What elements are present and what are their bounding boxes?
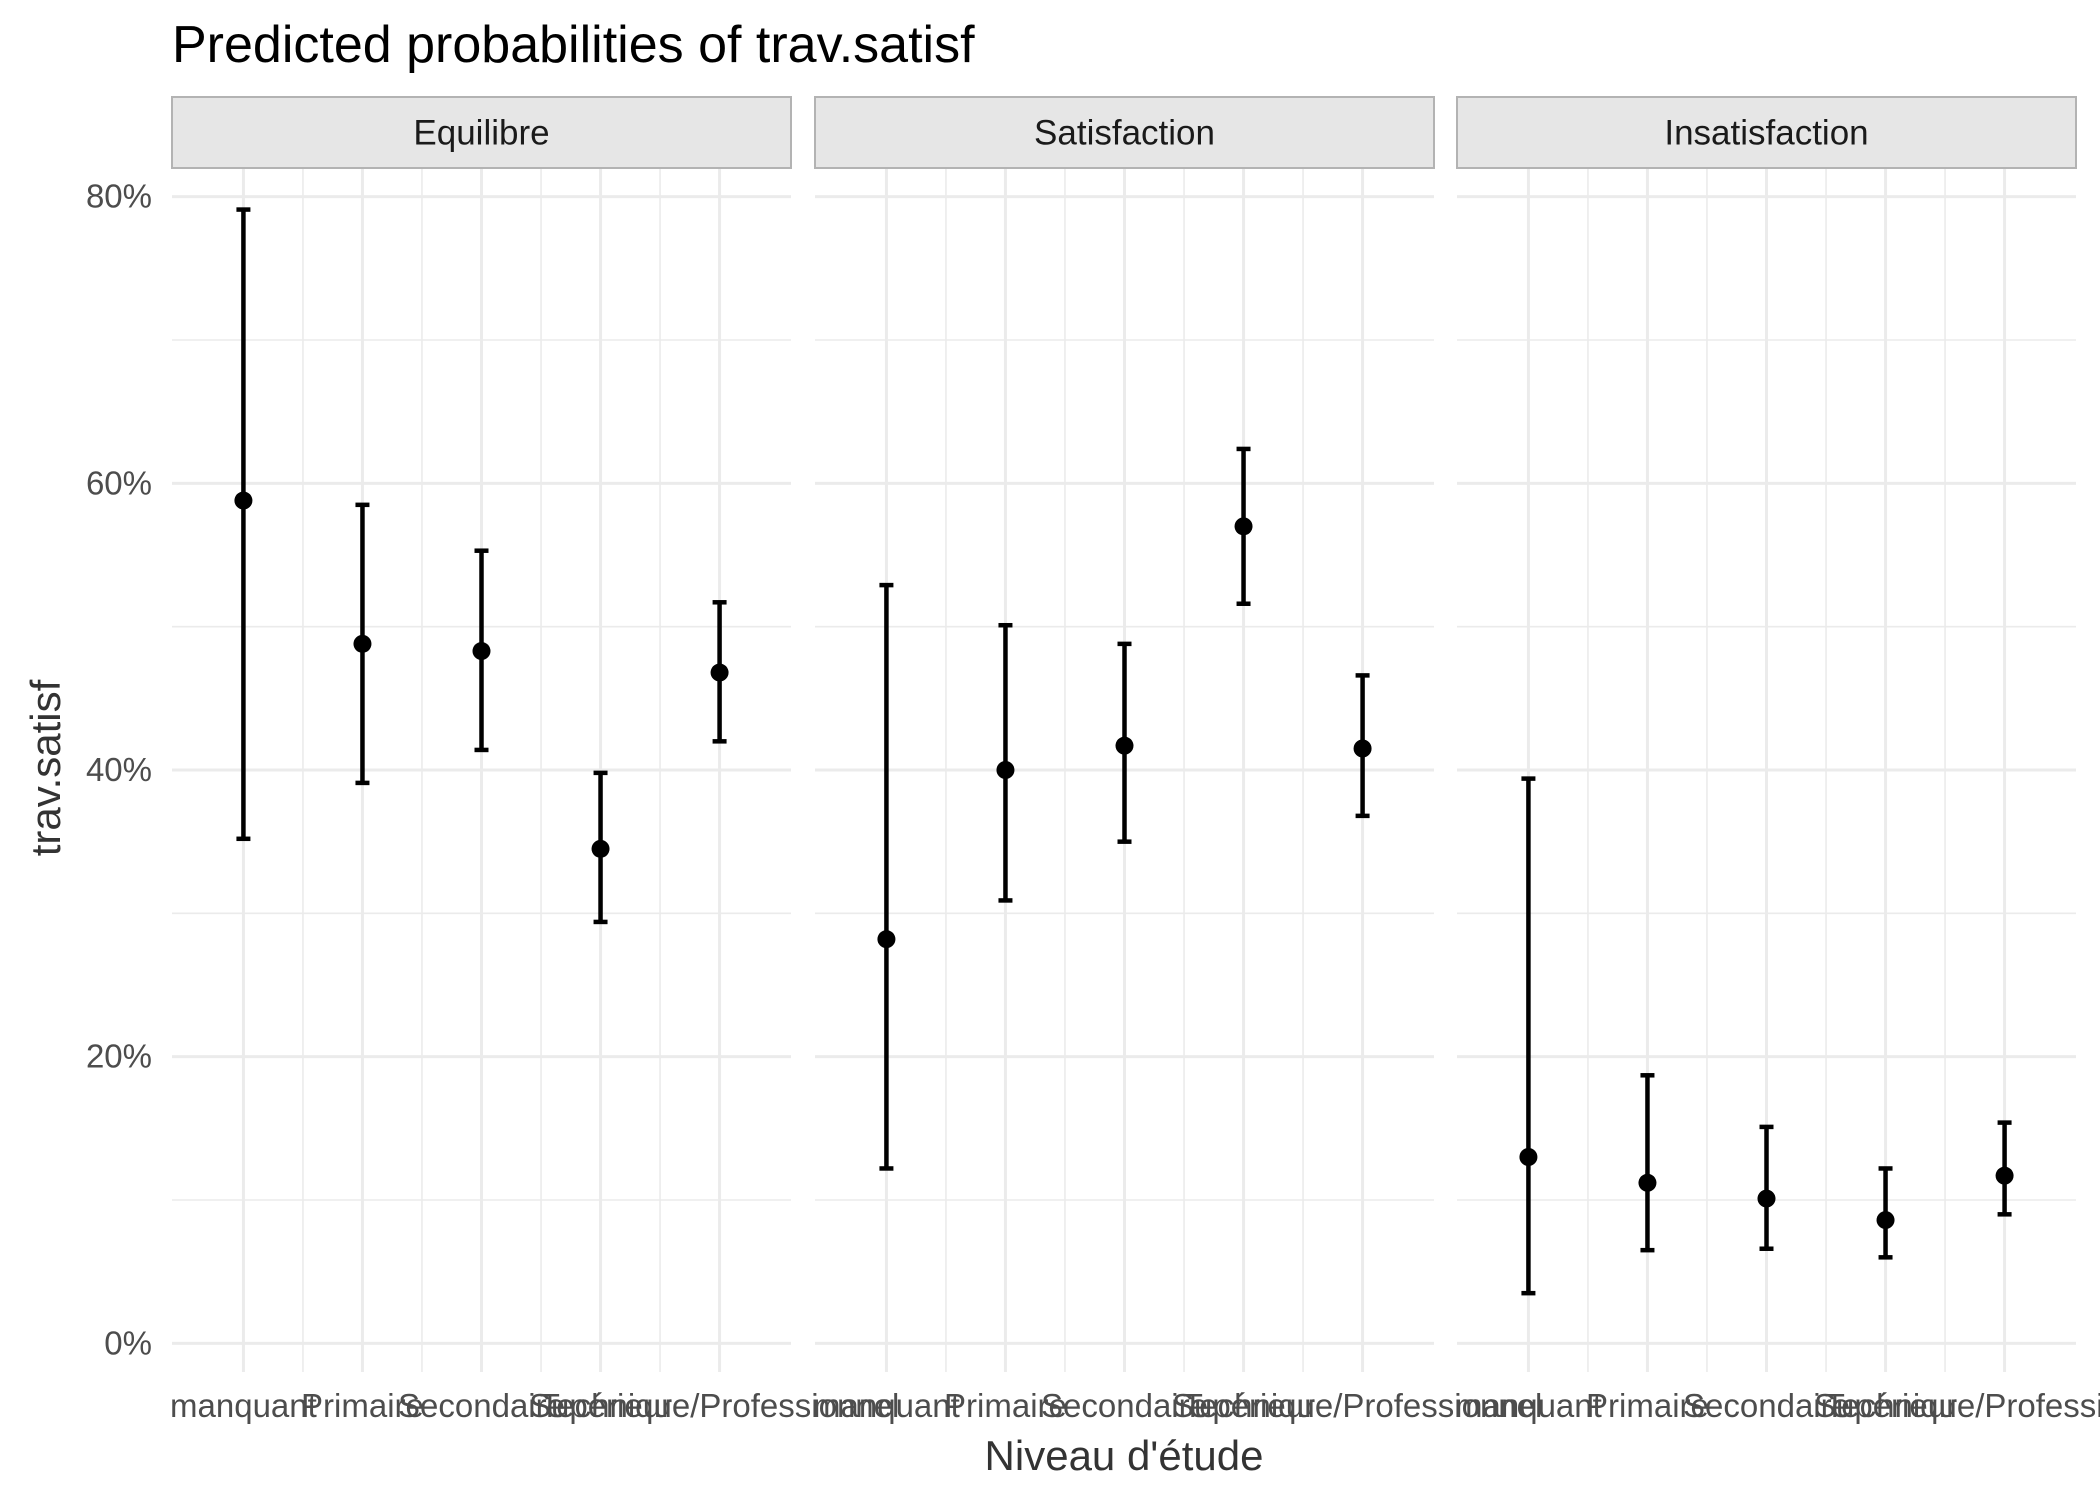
facet-panel-equilibre: Equilibre manquantPrimaireSecondaireSupér…	[170, 96, 900, 1424]
data-point	[1638, 1173, 1657, 1192]
error-bar	[879, 582, 894, 1171]
x-axis-title: Niveau d'étude	[985, 1432, 1264, 1479]
y-tick-label: 60%	[86, 464, 152, 501]
data-point	[877, 930, 896, 949]
facet-strip	[171, 96, 792, 169]
y-tick-label: 40%	[86, 751, 152, 788]
facet-panel-satisfaction: Satisfaction manquantPrimaireSecondaireSu…	[813, 96, 1543, 1424]
x-tick-label: Supérieur	[529, 1387, 672, 1424]
data-point	[1876, 1211, 1895, 1230]
data-point	[353, 634, 372, 653]
x-tick-label: manquant	[170, 1387, 317, 1424]
data-point	[1757, 1189, 1776, 1208]
x-tick-label: Technique/Professionnel	[1825, 1387, 2100, 1424]
error-bar	[236, 207, 251, 842]
data-point	[472, 642, 491, 661]
x-tick-label: Supérieur	[1172, 1387, 1315, 1424]
x-tick-label: Technique/Professionnel	[540, 1387, 900, 1424]
facet-strip-label: Insatisfaction	[1664, 114, 1868, 153]
data-point	[1995, 1166, 2014, 1185]
data-point	[1115, 736, 1134, 755]
data-point	[996, 761, 1015, 779]
facet-panel-insatisfaction: Insatisfaction manquantPrimaireSecondaire…	[1455, 96, 2100, 1424]
data-point	[710, 663, 729, 682]
facet-strip-label: Satisfaction	[1034, 114, 1215, 153]
data-point	[1353, 739, 1372, 758]
x-tick-label: Technique/Professionnel	[1183, 1387, 1543, 1424]
y-tick-label: 0%	[104, 1324, 152, 1361]
x-tick-label: Secondaire	[398, 1387, 565, 1424]
facets-layer: 0%20%40%60%80%EquilibremanquantPrimaireS…	[86, 96, 2100, 1424]
data-point	[234, 491, 253, 510]
x-tick-label: Primaire	[944, 1387, 1067, 1424]
x-tick-label: Secondaire	[1683, 1387, 1850, 1424]
facet-strip	[814, 96, 1435, 169]
facet-strip-label: Equilibre	[413, 114, 549, 153]
data-point	[1234, 517, 1253, 536]
y-tick-label: 20%	[86, 1038, 152, 1075]
data-point	[591, 839, 610, 858]
x-tick-label: Primaire	[301, 1387, 424, 1424]
x-tick-label: Secondaire	[1041, 1387, 1208, 1424]
chart-title: Predicted probabilities of trav.satisf	[172, 16, 975, 74]
x-tick-label: Primaire	[1586, 1387, 1709, 1424]
error-bar	[1640, 1073, 1655, 1253]
error-bar	[1759, 1124, 1774, 1251]
y-tick-label: 80%	[86, 178, 152, 215]
x-tick-label: manquant	[813, 1387, 960, 1424]
data-point	[1519, 1148, 1538, 1166]
facet-strip	[1456, 96, 2077, 169]
error-bar	[1521, 776, 1536, 1296]
x-tick-label: Supérieur	[1814, 1387, 1957, 1424]
x-tick-label: manquant	[1455, 1387, 1602, 1424]
y-axis-title: trav.satisf	[22, 679, 69, 856]
